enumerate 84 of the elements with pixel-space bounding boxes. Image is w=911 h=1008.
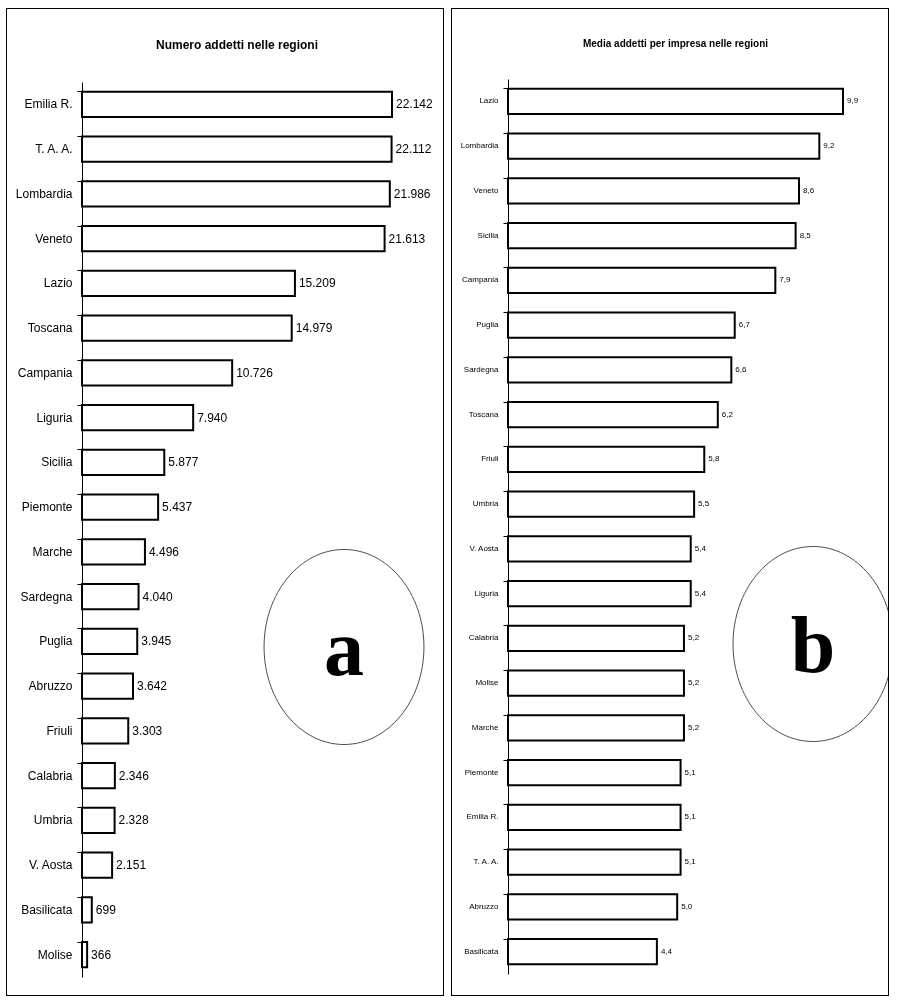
data-label: 21.613 — [388, 231, 426, 246]
y-tick-label: T. A. A. — [473, 857, 499, 867]
annotation: b — [790, 601, 836, 689]
data-label: 4.040 — [142, 589, 173, 604]
y-tick-label: Lombardia — [15, 186, 73, 201]
data-label: 8,5 — [799, 230, 812, 240]
data-label: 5.437 — [162, 500, 193, 515]
y-tick-label: Marche — [32, 544, 73, 559]
data-label: 21.986 — [393, 186, 431, 201]
y-tick-label: Liguria — [36, 410, 73, 425]
y-tick-label: Calabria — [27, 768, 73, 783]
y-tick-label: V. Aosta — [28, 858, 73, 873]
y-tick-label: Piemonte — [21, 500, 73, 515]
y-tick-label: Toscana — [27, 321, 73, 336]
data-label: 5,2 — [687, 722, 700, 732]
annotation: a — [324, 604, 364, 692]
data-label: 4,4 — [660, 946, 673, 956]
y-tick-label: Umbria — [472, 499, 500, 509]
data-label: 5,1 — [684, 767, 697, 777]
data-label: 3.303 — [132, 723, 163, 738]
data-label: 5,8 — [708, 454, 720, 464]
y-tick-label: Puglia — [476, 320, 500, 330]
data-label: 2.346 — [118, 768, 150, 783]
y-tick-label: Molise — [475, 678, 500, 688]
y-tick-label: Emilia R. — [466, 812, 499, 822]
y-tick-label: Marche — [471, 722, 500, 732]
y-tick-label: Veneto — [473, 185, 500, 195]
y-tick-label: Abruzzo — [469, 901, 500, 911]
data-label: 9,9 — [847, 96, 859, 106]
data-label: 14.979 — [295, 321, 333, 336]
y-tick-label: Lazio — [479, 96, 500, 106]
data-label: 6,2 — [721, 409, 734, 419]
data-label: 22.142 — [396, 97, 434, 112]
data-label: 3.642 — [136, 679, 168, 694]
data-label: 5,1 — [684, 812, 697, 822]
y-tick-label: Basilicata — [464, 946, 500, 956]
data-label: 9,2 — [823, 141, 835, 151]
y-tick-label: Emilia R. — [24, 97, 73, 112]
data-label: 5,0 — [681, 901, 693, 911]
data-label: 5,4 — [694, 588, 707, 598]
y-tick-label: Sicilia — [41, 455, 73, 470]
y-tick-label: V. Aosta — [469, 543, 500, 553]
data-label: 366 — [91, 947, 112, 962]
data-label: 5,2 — [687, 633, 700, 643]
y-tick-label: Sicilia — [477, 230, 500, 240]
y-tick-label: Sardegna — [20, 589, 73, 604]
y-tick-label: Friuli — [481, 454, 499, 464]
y-tick-label: Basilicata — [21, 902, 73, 917]
y-tick-label: Lombardia — [460, 141, 500, 151]
data-label: 15.209 — [298, 276, 336, 291]
data-label: 6,7 — [738, 320, 751, 330]
data-label: 10.726 — [236, 365, 274, 380]
chart-title: Numero addetti nelle regioni — [155, 38, 319, 52]
y-tick-label: Friuli — [46, 723, 73, 738]
chart-title: Media addetti per impresa nelle regioni — [582, 38, 769, 49]
data-label: 7.940 — [197, 410, 228, 425]
y-tick-label: Piemonte — [464, 767, 500, 777]
data-label: 5,2 — [687, 678, 700, 688]
data-label: 4.496 — [148, 544, 180, 559]
data-label: 5.877 — [168, 455, 199, 470]
y-tick-label: Abruzzo — [28, 679, 73, 694]
data-label: 22.112 — [395, 142, 432, 157]
data-label: 2.151 — [116, 858, 147, 873]
y-tick-label: Umbria — [33, 813, 73, 828]
data-label: 5,5 — [698, 499, 710, 509]
y-tick-label: Toscana — [468, 409, 500, 419]
y-tick-label: Puglia — [39, 634, 73, 649]
data-label: 8,6 — [803, 185, 815, 195]
y-tick-label: Veneto — [35, 231, 73, 246]
y-tick-label: Liguria — [474, 588, 500, 598]
data-label: 699 — [95, 902, 117, 917]
y-tick-label: Sardegna — [463, 364, 500, 374]
y-tick-label: Campania — [462, 275, 500, 285]
data-label: 3.945 — [141, 634, 172, 649]
y-tick-label: T. A. A. — [35, 142, 73, 157]
data-label: 2.328 — [118, 813, 149, 828]
data-label: 5,4 — [694, 543, 707, 553]
data-label: 5,1 — [684, 857, 697, 867]
data-label: 6,6 — [735, 364, 748, 374]
y-tick-label: Molise — [37, 947, 73, 962]
y-tick-label: Campania — [17, 365, 73, 380]
data-label: 7,9 — [779, 275, 791, 285]
y-tick-label: Lazio — [43, 276, 73, 291]
y-tick-label: Calabria — [468, 633, 500, 643]
